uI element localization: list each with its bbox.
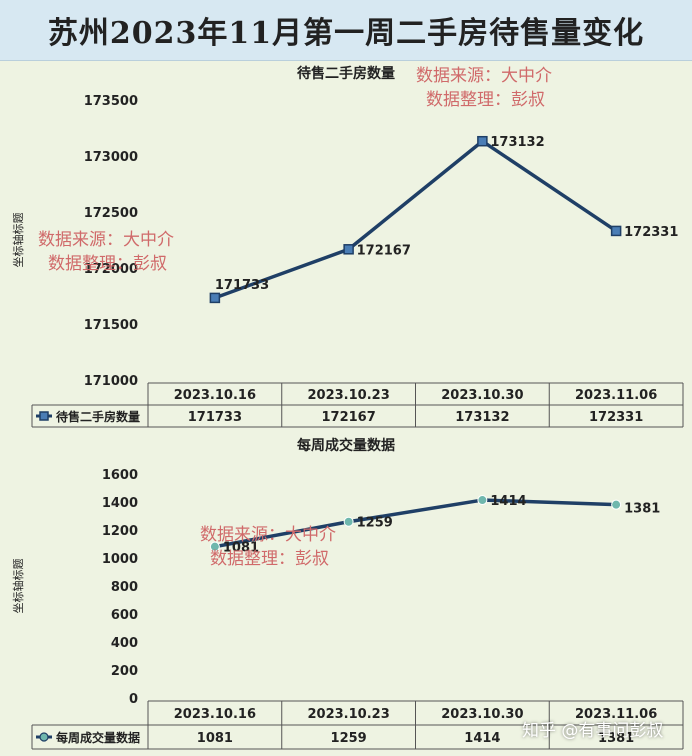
data-point (343, 244, 354, 255)
y-tick-label: 171000 (84, 374, 138, 389)
data-table: 2023.10.16 1081 2023.10.23 1259 2023.10.30 14… (31, 700, 684, 750)
table-value: 172331 (589, 410, 643, 425)
y-tick-label: 1200 (102, 524, 138, 539)
x-category-label: 2023.10.16 (174, 707, 256, 722)
data-label: 1081 (223, 541, 259, 556)
data-label: 1259 (357, 516, 393, 531)
data-table: 2023.10.16 171733 2023.10.23 172167 2023.10.… (31, 382, 684, 428)
watermark-line1: 数据来源：大中介 (38, 230, 174, 250)
legend-marker (39, 411, 49, 421)
table-value: 1414 (464, 731, 500, 746)
x-category-label: 2023.10.23 (308, 707, 390, 722)
legend-label: 待售二手房数量 (56, 409, 140, 424)
series-line (214, 498, 617, 549)
chart-title: 每周成交量数据 (297, 437, 395, 454)
table-value: 1081 (197, 731, 233, 746)
chart-pending-listings: 待售二手房数量坐标轴标题1710001715001720001725001730… (11, 65, 684, 428)
data-label: 172331 (624, 225, 678, 240)
y-tick-label: 400 (111, 636, 138, 651)
watermark-line2: 数据整理：彭叔 (48, 254, 167, 274)
watermark: 数据来源：大中介 数据整理：彭叔 (200, 523, 336, 571)
data-point (610, 225, 622, 237)
series-line (214, 139, 618, 300)
x-category-label: 2023.11.06 (575, 388, 657, 403)
data-label: 1381 (624, 502, 660, 517)
x-category-label: 2023.10.30 (441, 388, 523, 403)
y-axis-title: 坐标轴标题 (11, 213, 25, 268)
y-tick-label: 173500 (84, 94, 138, 109)
table-value: 1259 (331, 731, 367, 746)
watermark-line1: 数据来源：大中介 (416, 66, 552, 86)
chart-title: 待售二手房数量 (297, 65, 395, 82)
y-tick-label: 600 (111, 608, 138, 623)
y-tick-label: 1600 (102, 468, 138, 483)
data-point (477, 135, 488, 147)
table-value: 173132 (455, 410, 509, 425)
legend-label: 每周成交量数据 (56, 730, 140, 745)
watermark-line2: 数据整理：彭叔 (210, 549, 329, 569)
table-value: 1381 (598, 731, 634, 746)
watermark-line2: 数据整理：彭叔 (426, 90, 545, 110)
data-point (209, 541, 220, 552)
title-bar: 苏州2023年11月第一周二手房待售量变化 (0, 0, 692, 61)
watermark: 数据来源：大中介 数据整理：彭叔 (38, 228, 174, 276)
y-axis-title: 坐标轴标题 (11, 559, 25, 614)
y-tick-label: 172000 (84, 262, 138, 277)
table-value: 171733 (188, 410, 242, 425)
x-category-label: 2023.10.30 (441, 707, 523, 722)
data-point (209, 292, 221, 304)
data-label: 1414 (490, 494, 526, 509)
x-category-label: 2023.11.06 (575, 707, 657, 722)
legend-marker (39, 732, 49, 742)
data-point (477, 495, 488, 506)
y-tick-label: 0 (129, 692, 138, 707)
table-value: 172167 (321, 410, 375, 425)
data-point (343, 516, 354, 527)
x-category-label: 2023.10.16 (174, 388, 256, 403)
y-tick-label: 1000 (102, 552, 138, 567)
y-tick-label: 800 (111, 580, 138, 595)
zhihu-watermark: 知乎 @有事问彭叔 (522, 721, 664, 741)
data-label: 172167 (357, 243, 411, 258)
y-tick-label: 172500 (84, 206, 138, 221)
watermark: 数据来源：大中介 数据整理：彭叔 (416, 64, 552, 112)
page-title: 苏州2023年11月第一周二手房待售量变化 (47, 16, 645, 51)
watermark-line1: 数据来源：大中介 (200, 525, 336, 545)
y-tick-label: 173000 (84, 150, 138, 165)
data-point (611, 499, 622, 510)
y-tick-label: 171500 (84, 318, 138, 333)
y-tick-label: 1400 (102, 496, 138, 511)
y-tick-label: 200 (111, 664, 138, 679)
data-label: 173132 (490, 135, 544, 150)
chart-weekly-deals: 每周成交量数据坐标轴标题0200400600800100012001400160… (11, 437, 684, 750)
x-category-label: 2023.10.23 (308, 388, 390, 403)
data-label: 171733 (215, 278, 269, 293)
